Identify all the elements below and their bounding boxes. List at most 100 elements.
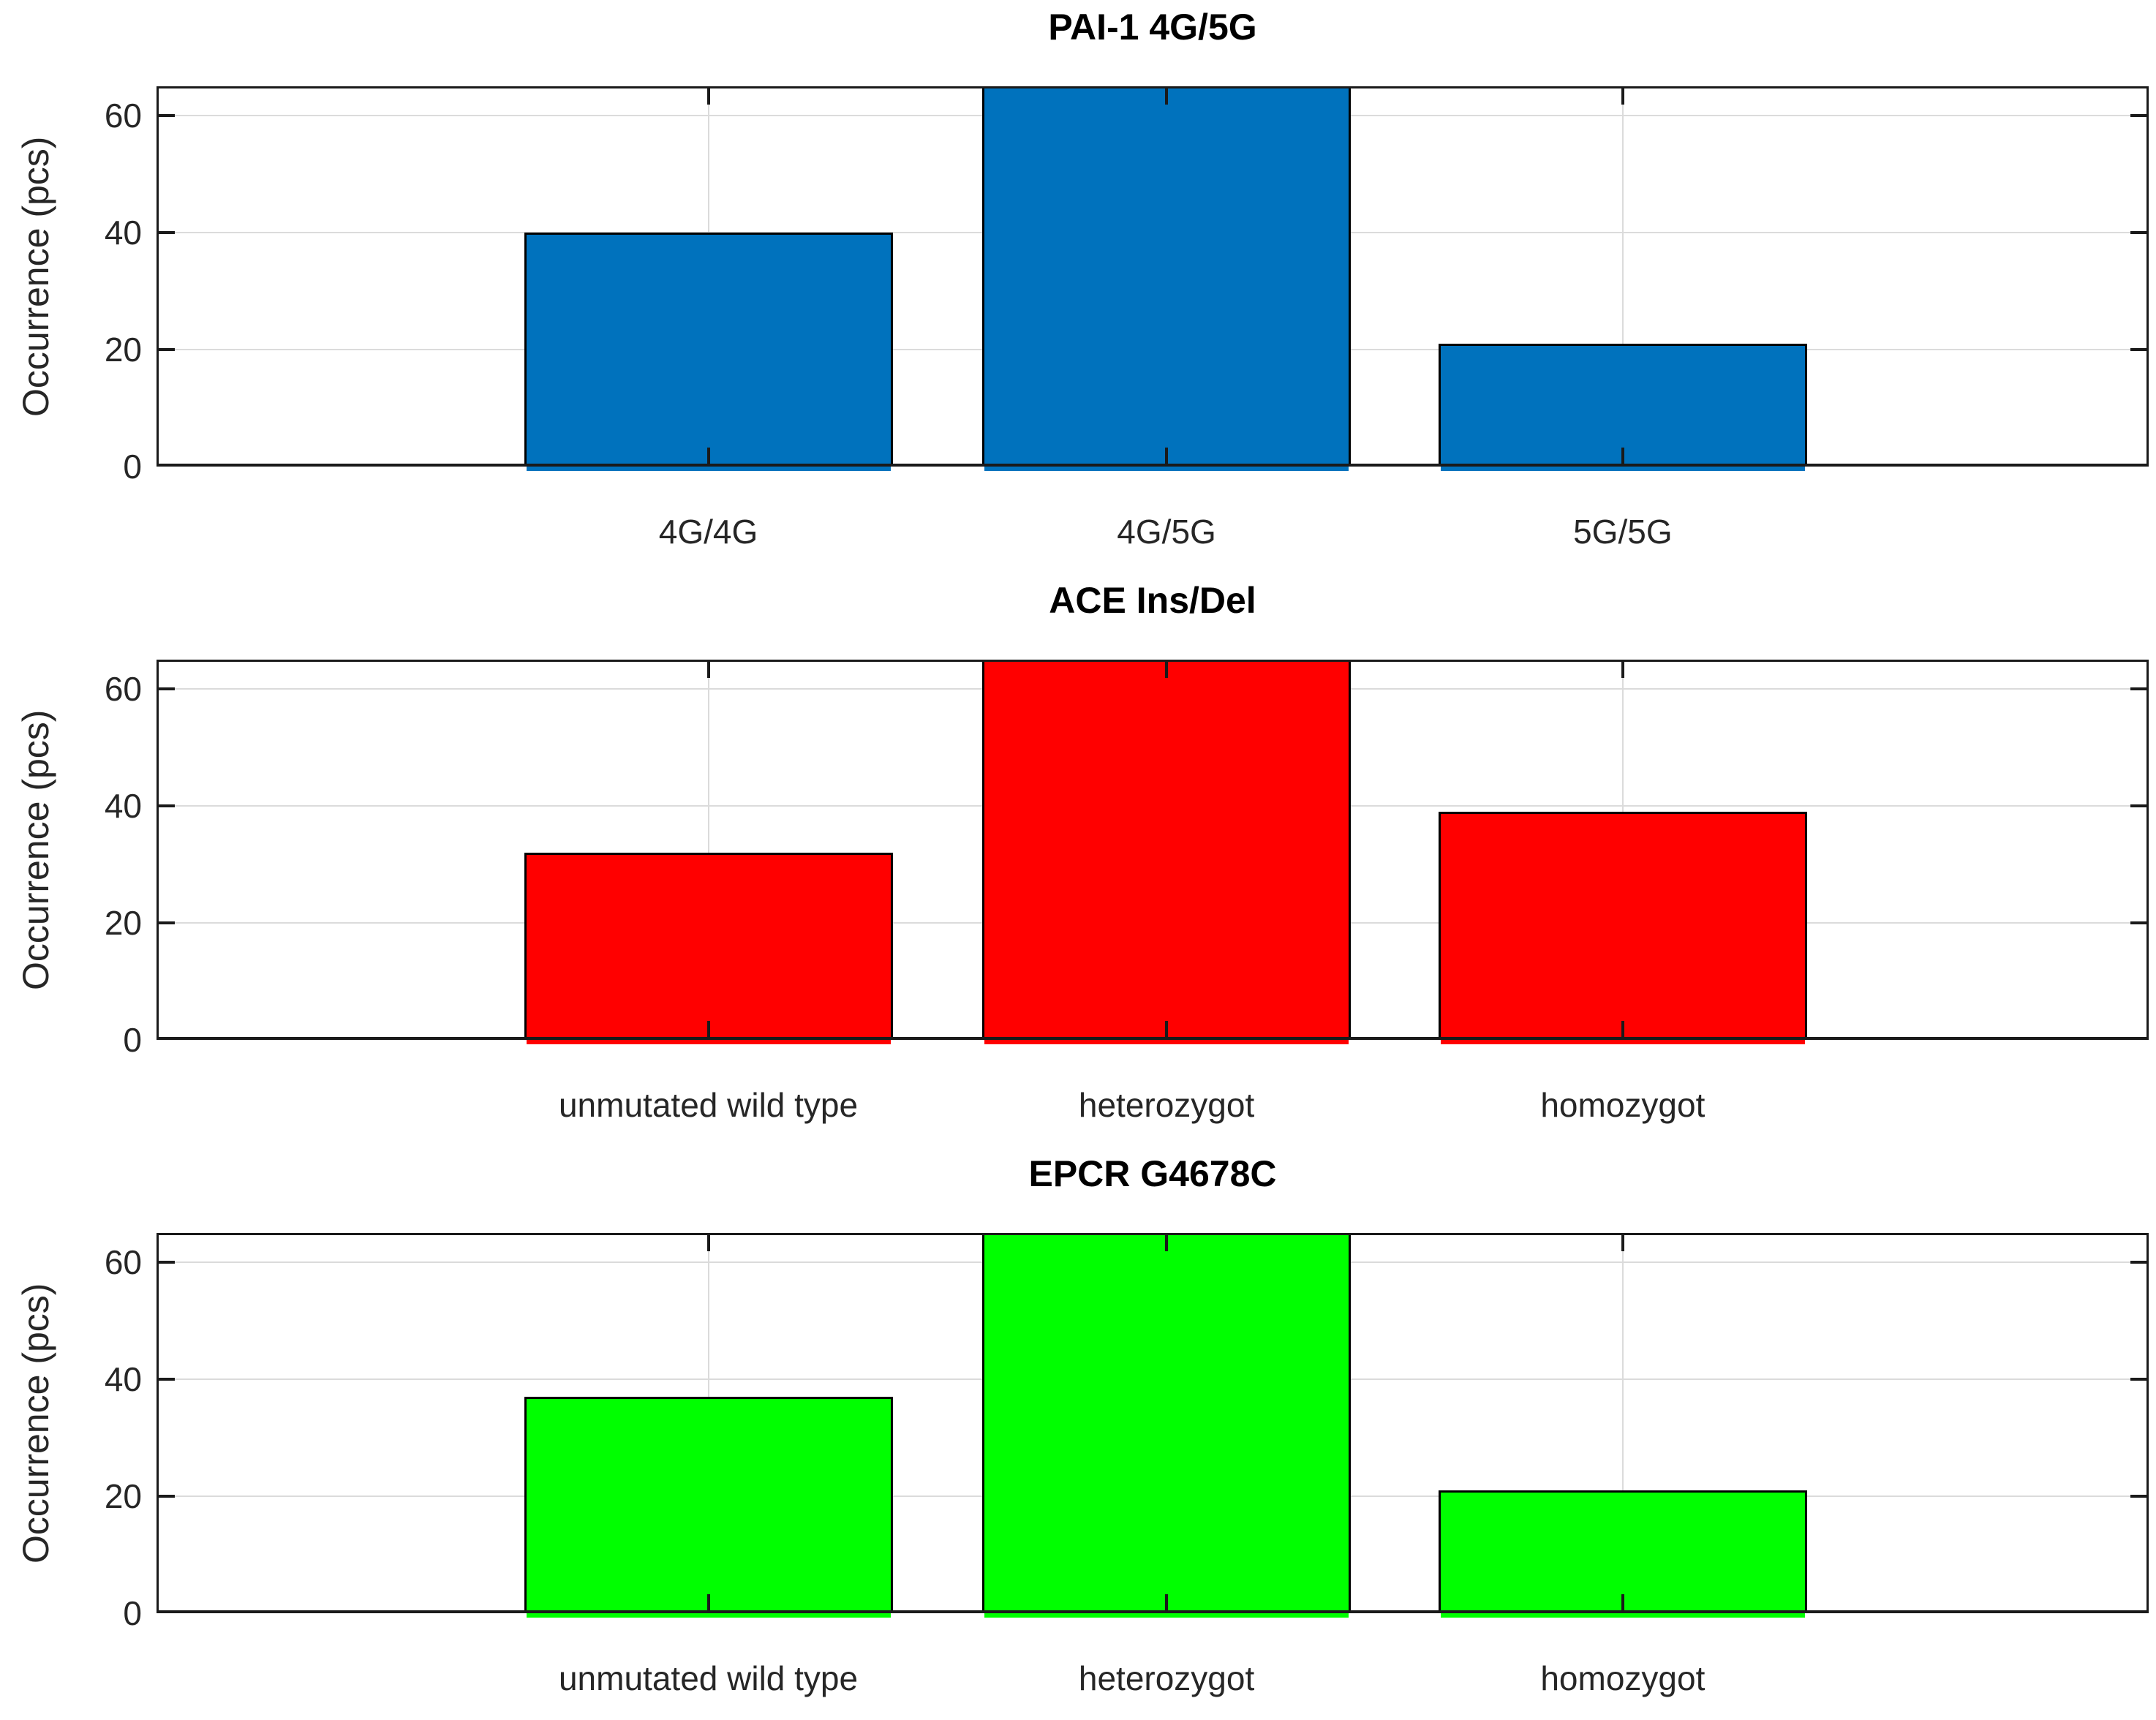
axes-box: [157, 1233, 2149, 1618]
x-tick-mark: [1165, 1235, 1169, 1251]
x-tick-mark: [1165, 88, 1169, 105]
x-tick-label: heterozygot: [1078, 1086, 1255, 1124]
y-tick-mark: [2130, 1261, 2146, 1264]
bar-baseline-fringe: [1441, 1040, 1805, 1044]
y-tick-mark: [159, 231, 175, 234]
y-tick-label: 60: [104, 1243, 142, 1281]
x-tick-mark: [1165, 1021, 1169, 1037]
gridline: [707, 660, 709, 1040]
axes-spine-top: [157, 1233, 2149, 1235]
x-tick-label: heterozygot: [1078, 1659, 1255, 1697]
y-tick-label: 60: [104, 670, 142, 708]
y-tick-label: 20: [104, 331, 142, 369]
y-tick-mark: [2130, 1495, 2146, 1498]
y-tick-mark: [159, 687, 175, 690]
y-axis-label: Occurrence (pcs): [15, 136, 56, 417]
x-tick-label: unmutated wild type: [558, 1086, 859, 1124]
x-tick-mark: [706, 662, 710, 678]
x-tick-label: homozygot: [1540, 1659, 1705, 1697]
x-tick-mark: [706, 448, 710, 464]
y-tick-mark: [159, 804, 175, 807]
y-tick-mark: [2130, 804, 2146, 807]
bar-4g-5g: [982, 86, 1351, 467]
axes-spine-bottom: [157, 464, 2149, 467]
chart-title: PAI-1 4G/5G: [1048, 7, 1257, 48]
y-tick-mark: [159, 114, 175, 117]
axes-spine-bottom: [157, 1610, 2149, 1613]
axes-spine-bottom: [157, 1037, 2149, 1040]
subplot-epcr-g4678c: EPCR G4678C Occurrence (pcs) 0 20 40 60 unmuta…: [0, 1147, 2156, 1720]
subplot-pai-1-4g-5g: PAI-1 4G/5G Occurrence (pcs) 0 20 40 60 4G/4G 4…: [0, 0, 2156, 573]
x-tick-mark: [1621, 88, 1624, 105]
y-tick-label: 20: [104, 1477, 142, 1515]
axes-box: [157, 660, 2149, 1044]
x-tick-mark: [1621, 1594, 1624, 1610]
bar-baseline-fringe: [984, 467, 1349, 471]
bar-heterozygot: [982, 1233, 1351, 1613]
bar-baseline-fringe: [984, 1613, 1349, 1618]
chart-title: EPCR G4678C: [1028, 1153, 1277, 1194]
y-tick-mark: [2130, 1378, 2146, 1381]
x-tick-label: 5G/5G: [1573, 513, 1673, 551]
x-tick-mark: [1621, 1021, 1624, 1037]
bar-homozygot: [1439, 1490, 1807, 1613]
x-tick-mark: [706, 88, 710, 105]
y-tick-mark: [2130, 231, 2146, 234]
y-tick-label: 0: [123, 1021, 142, 1059]
chart-title: ACE Ins/Del: [1049, 580, 1256, 621]
y-tick-label: 20: [104, 904, 142, 942]
y-tick-label: 60: [104, 97, 142, 135]
bar-baseline-fringe: [1441, 467, 1805, 471]
y-tick-mark: [159, 1378, 175, 1381]
x-tick-label: unmutated wild type: [558, 1659, 859, 1697]
x-tick-mark: [1165, 662, 1169, 678]
x-tick-label: homozygot: [1540, 1086, 1705, 1124]
x-tick-label: 4G/5G: [1117, 513, 1216, 551]
y-tick-mark: [159, 1261, 175, 1264]
y-tick-label: 40: [104, 1360, 142, 1398]
x-tick-label: 4G/4G: [658, 513, 758, 551]
axes-spine-right: [2146, 1233, 2149, 1613]
x-tick-mark: [1165, 1594, 1169, 1610]
axes-spine-top: [157, 86, 2149, 88]
axes-spine-right: [2146, 86, 2149, 467]
axes-spine-left: [157, 660, 159, 1040]
bar-baseline-fringe: [527, 1613, 891, 1618]
y-tick-label: 40: [104, 787, 142, 825]
axes-box: [157, 86, 2149, 471]
y-tick-mark: [159, 1495, 175, 1498]
y-axis-label: Occurrence (pcs): [15, 1283, 56, 1564]
x-tick-mark: [1621, 1235, 1624, 1251]
x-tick-mark: [1165, 448, 1169, 464]
axes-spine-left: [157, 1233, 159, 1613]
axes-spine-top: [157, 660, 2149, 662]
bar-baseline-fringe: [527, 1040, 891, 1044]
bar-5g-5g: [1439, 344, 1807, 467]
subplot-ace-ins-del: ACE Ins/Del Occurrence (pcs) 0 20 40 60 unmuta…: [0, 573, 2156, 1147]
bar-baseline-fringe: [984, 1040, 1349, 1044]
y-tick-label: 40: [104, 214, 142, 252]
gridline: [1621, 86, 1624, 467]
y-tick-label: 0: [123, 448, 142, 486]
y-tick-label: 0: [123, 1594, 142, 1632]
y-tick-mark: [2130, 114, 2146, 117]
bar-unmutated-wild-type: [524, 1397, 893, 1613]
bar-homozygot: [1439, 812, 1807, 1040]
y-tick-mark: [2130, 921, 2146, 924]
bar-4g-4g: [524, 233, 893, 467]
y-axis-label: Occurrence (pcs): [15, 709, 56, 990]
x-tick-mark: [706, 1594, 710, 1610]
y-tick-mark: [159, 921, 175, 924]
axes-spine-right: [2146, 660, 2149, 1040]
x-tick-mark: [706, 1235, 710, 1251]
bar-baseline-fringe: [527, 467, 891, 471]
x-tick-mark: [1621, 448, 1624, 464]
axes-spine-left: [157, 86, 159, 467]
x-tick-mark: [1621, 662, 1624, 678]
gridline: [1621, 1233, 1624, 1613]
y-tick-mark: [159, 348, 175, 351]
bar-unmutated-wild-type: [524, 853, 893, 1040]
bar-heterozygot: [982, 660, 1351, 1040]
y-tick-mark: [2130, 348, 2146, 351]
